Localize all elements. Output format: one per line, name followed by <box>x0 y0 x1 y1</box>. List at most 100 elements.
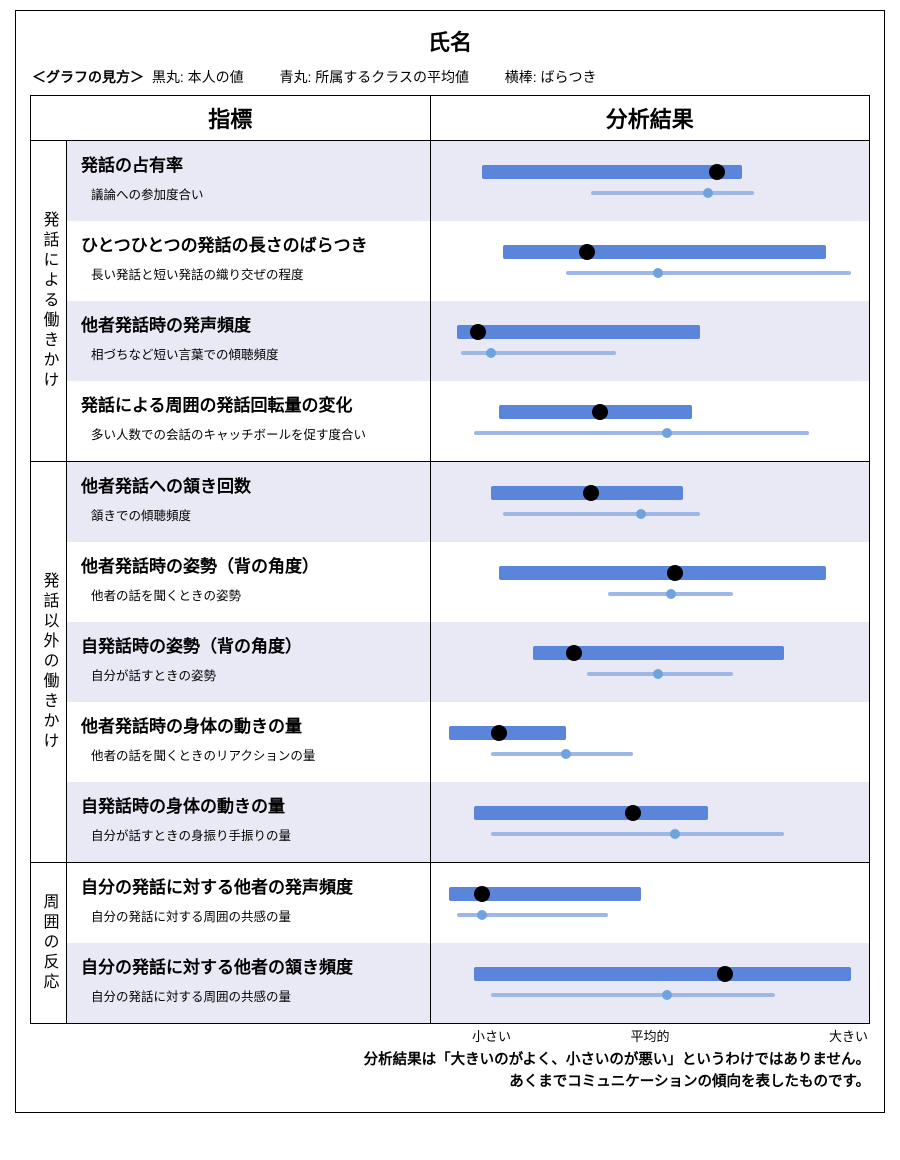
legend-blue-label: 青丸: <box>279 69 311 85</box>
main-bar <box>499 566 825 580</box>
main-dot-icon <box>579 244 595 260</box>
axis-small: 小さい <box>472 1026 511 1045</box>
indicator-cell: 他者発話への頷き回数頷きでの傾聴頻度他者発話時の姿勢（背の角度）他者の話を聞くと… <box>66 462 430 863</box>
main-dot-icon <box>583 485 599 501</box>
indicator-subtitle: 自分が話すときの姿勢 <box>81 665 418 684</box>
chart-cell <box>430 462 869 863</box>
avg-bar <box>461 351 616 355</box>
main-bar <box>449 726 566 740</box>
chart-row <box>431 141 869 221</box>
plot-area <box>441 622 859 702</box>
category-label: 発話以外の働きかけ <box>31 462 67 863</box>
plot-area <box>441 943 859 1023</box>
indicator-subtitle: 多い人数での会話のキャッチボールを促す度合い <box>81 424 418 443</box>
main-dot-icon <box>474 886 490 902</box>
chart-row <box>431 863 869 943</box>
indicator-row: ひとつひとつの発話の長さのばらつき長い発話と短い発話の織り交ぜの程度 <box>67 221 430 301</box>
category-row: 発話以外の働きかけ他者発話への頷き回数頷きでの傾聴頻度他者発話時の姿勢（背の角度… <box>31 462 870 863</box>
main-dot-icon <box>667 565 683 581</box>
indicator-row: 自発話時の姿勢（背の角度）自分が話すときの姿勢 <box>67 622 430 702</box>
indicator-title: ひとつひとつの発話の長さのばらつき <box>81 231 418 256</box>
plot-area <box>441 141 859 221</box>
avg-bar <box>474 431 809 435</box>
indicator-row: 他者発話への頷き回数頷きでの傾聴頻度 <box>67 462 430 542</box>
legend-black-label: 黒丸: <box>152 69 184 85</box>
indicator-title: 他者発話時の姿勢（背の角度） <box>81 552 418 577</box>
main-dot-icon <box>566 645 582 661</box>
main-dot-icon <box>592 404 608 420</box>
indicator-cell: 自分の発話に対する他者の発声頻度自分の発話に対する周囲の共感の量自分の発話に対す… <box>66 863 430 1024</box>
chart-row <box>431 622 869 702</box>
main-dot-icon <box>625 805 641 821</box>
chart-cell <box>430 863 869 1024</box>
avg-dot-icon <box>636 509 646 519</box>
footnote: 分析結果は「大きいのがよく、小さいのが悪い」というわけではありません。 あくまで… <box>30 1050 870 1094</box>
avg-dot-icon <box>666 589 676 599</box>
plot-area <box>441 863 859 943</box>
footnote-l1: 分析結果は「大きいのがよく、小さいのが悪い」というわけではありません。 <box>30 1050 870 1072</box>
category-row: 周囲の反応自分の発話に対する他者の発声頻度自分の発話に対する周囲の共感の量自分の… <box>31 863 870 1024</box>
main-bar <box>482 165 741 179</box>
main-bar <box>474 806 708 820</box>
avg-dot-icon <box>653 268 663 278</box>
indicator-title: 他者発話への頷き回数 <box>81 472 418 497</box>
indicator-cell: 発話の占有率議論への参加度合いひとつひとつの発話の長さのばらつき長い発話と短い発… <box>66 141 430 462</box>
avg-dot-icon <box>653 669 663 679</box>
chart-cell <box>430 141 869 462</box>
main-bar <box>457 325 700 339</box>
plot-area <box>441 221 859 301</box>
category-label: 発話による働きかけ <box>31 141 67 462</box>
indicator-subtitle: 頷きでの傾聴頻度 <box>81 505 418 524</box>
indicator-title: 他者発話時の身体の動きの量 <box>81 712 418 737</box>
legend-line: ＜グラフの見方＞ 黒丸: 本人の値 青丸: 所属するクラスの平均値 横棒: ばら… <box>32 67 870 87</box>
chart-row <box>431 782 869 862</box>
indicator-title: 自発話時の身体の動きの量 <box>81 792 418 817</box>
indicator-row: 発話の占有率議論への参加度合い <box>67 141 430 221</box>
col-indicator-header: 指標 <box>31 96 431 141</box>
avg-bar <box>491 993 776 997</box>
plot-area <box>441 301 859 381</box>
indicator-subtitle: 議論への参加度合い <box>81 184 418 203</box>
indicator-row: 他者発話時の身体の動きの量他者の話を聞くときのリアクションの量 <box>67 702 430 782</box>
main-dot-icon <box>491 725 507 741</box>
avg-dot-icon <box>670 829 680 839</box>
main-dot-icon <box>470 324 486 340</box>
avg-dot-icon <box>662 990 672 1000</box>
indicator-row: 自発話時の身体の動きの量自分が話すときの身振り手振りの量 <box>67 782 430 862</box>
indicator-subtitle: 自分が話すときの身振り手振りの量 <box>81 825 418 844</box>
axis-mid: 平均的 <box>630 1026 669 1045</box>
plot-area <box>441 702 859 782</box>
indicator-row: 発話による周囲の発話回転量の変化多い人数での会話のキャッチボールを促す度合い <box>67 381 430 461</box>
indicator-subtitle: 他者の話を聞くときのリアクションの量 <box>81 745 418 764</box>
indicator-row: 他者発話時の発声頻度相づちなど短い言葉での傾聴頻度 <box>67 301 430 381</box>
indicator-title: 自分の発話に対する他者の頷き頻度 <box>81 953 418 978</box>
indicator-title: 発話による周囲の発話回転量の変化 <box>81 391 418 416</box>
category-label: 周囲の反応 <box>31 863 67 1024</box>
legend-blue-text: 所属するクラスの平均値 <box>315 69 469 85</box>
indicator-title: 発話の占有率 <box>81 151 418 176</box>
indicator-row: 他者発話時の姿勢（背の角度）他者の話を聞くときの姿勢 <box>67 542 430 622</box>
legend-hbar-text: ばらつき <box>541 69 597 85</box>
avg-dot-icon <box>703 188 713 198</box>
avg-dot-icon <box>662 428 672 438</box>
plot-area <box>441 462 859 542</box>
indicator-row: 自分の発話に対する他者の頷き頻度自分の発話に対する周囲の共感の量 <box>67 943 430 1023</box>
main-bar <box>474 967 851 981</box>
legend-prefix: ＜グラフの見方＞ <box>32 69 144 85</box>
axis-big: 大きい <box>829 1026 868 1045</box>
avg-bar <box>566 271 851 275</box>
plot-area <box>441 782 859 862</box>
indicator-title: 他者発話時の発声頻度 <box>81 311 418 336</box>
category-row: 発話による働きかけ発話の占有率議論への参加度合いひとつひとつの発話の長さのばらつ… <box>31 141 870 462</box>
indicator-title: 自分の発話に対する他者の発声頻度 <box>81 873 418 898</box>
chart-row <box>431 221 869 301</box>
avg-bar <box>591 191 754 195</box>
chart-row <box>431 301 869 381</box>
page-title: 氏名 <box>30 25 870 57</box>
plot-area <box>441 381 859 461</box>
main-dot-icon <box>709 164 725 180</box>
main-bar <box>503 245 825 259</box>
avg-bar <box>491 832 784 836</box>
indicator-subtitle: 自分の発話に対する周囲の共感の量 <box>81 986 418 1005</box>
indicator-subtitle: 自分の発話に対する周囲の共感の量 <box>81 906 418 925</box>
